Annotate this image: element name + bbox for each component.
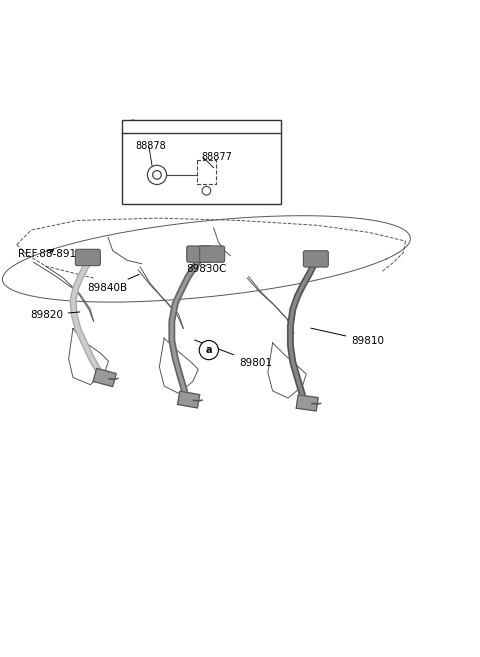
FancyBboxPatch shape (122, 120, 281, 204)
Polygon shape (178, 391, 200, 408)
Text: a: a (205, 345, 212, 355)
Text: REF.88-891: REF.88-891 (18, 249, 76, 260)
Text: 89801: 89801 (194, 340, 272, 368)
Circle shape (127, 120, 139, 133)
Text: 89810: 89810 (311, 328, 384, 346)
Polygon shape (93, 369, 116, 386)
Text: 89830C: 89830C (186, 264, 227, 274)
Text: 88877: 88877 (202, 152, 232, 162)
Text: 89840B: 89840B (87, 275, 139, 293)
Circle shape (199, 340, 218, 359)
FancyBboxPatch shape (303, 251, 328, 267)
FancyBboxPatch shape (187, 246, 212, 262)
Text: a: a (130, 122, 136, 131)
Text: 88878: 88878 (136, 141, 167, 151)
Polygon shape (296, 395, 318, 411)
Text: 89820: 89820 (30, 310, 80, 320)
FancyBboxPatch shape (200, 246, 225, 262)
FancyBboxPatch shape (75, 249, 100, 265)
